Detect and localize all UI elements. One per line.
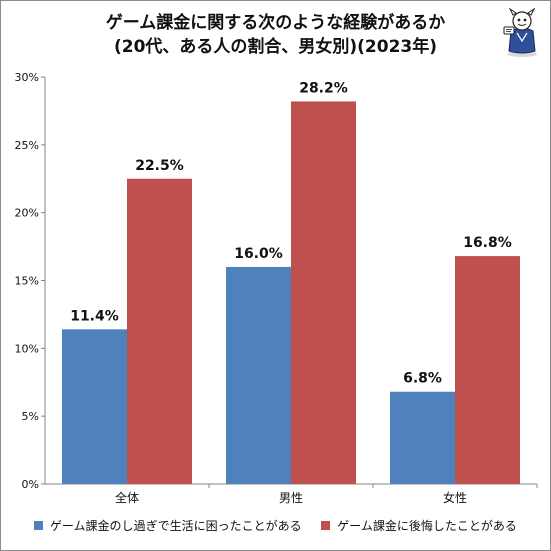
x-tick-label: 全体 [115,490,139,505]
mascot-illustration-icon [503,7,537,57]
chart-title-block: ゲーム課金に関する次のような経験があるか (20代、ある人の割合、男女別)(20… [1,11,550,59]
x-tick-label: 女性 [443,490,467,505]
chart-subtitle: (20代、ある人の割合、男女別)(2023年) [113,37,438,57]
data-label-series-1: 6.8% [403,371,442,387]
data-label-series-2: 28.2% [299,80,348,96]
y-tick-label: 5% [22,410,39,423]
x-tick-label: 男性 [279,491,303,505]
chart-title: ゲーム課金に関する次のような経験があるか [105,13,446,33]
legend-swatch-series-2 [321,521,331,530]
bar-series-2 [455,256,520,484]
y-tick-label: 0% [22,478,39,491]
bar-series-1 [390,391,455,484]
y-tick-label: 10% [15,342,39,355]
y-tick-label: 20% [15,207,39,220]
legend-label-series-2: ゲーム課金に後悔したことがある [337,519,517,533]
bar-series-2 [291,101,356,485]
y-tick-label: 15% [15,275,39,288]
bar-series-2 [127,178,192,484]
data-label-series-2: 16.8% [463,235,512,251]
legend-label-series-1: ゲーム課金のし過ぎで生活に困ったことがある [49,519,302,533]
y-tick-label: 30% [15,71,39,84]
legend-item-series-1: ゲーム課金のし過ぎで生活に困ったことがある [34,517,302,534]
y-tick-label: 25% [15,139,39,152]
chart-legend: ゲーム課金のし過ぎで生活に困ったことがある ゲーム課金に後悔したことがある [1,517,550,534]
legend-item-series-2: ゲーム課金に後悔したことがある [321,517,517,534]
legend-swatch-series-1 [34,521,44,530]
bar-series-1 [62,329,127,484]
data-label-series-1: 11.4% [70,308,119,324]
bar-series-1 [226,266,291,484]
data-label-series-1: 16.0% [234,246,283,262]
data-label-series-2: 22.5% [135,158,184,174]
